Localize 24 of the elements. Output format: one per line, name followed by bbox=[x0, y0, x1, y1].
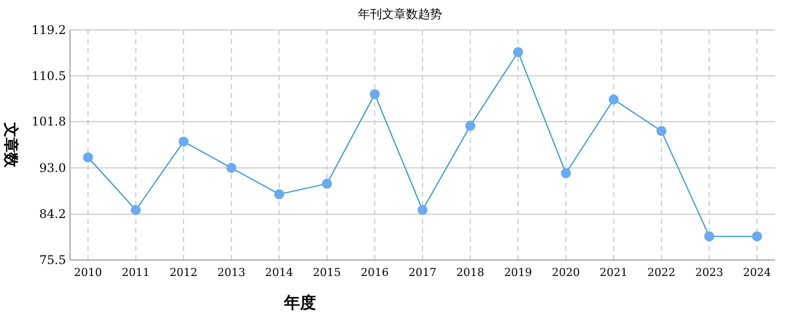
y-tick-label: 93.0 bbox=[39, 160, 66, 175]
x-tick-label: 2017 bbox=[408, 266, 436, 279]
x-tick-label: 2012 bbox=[170, 266, 198, 279]
x-tick-label: 2020 bbox=[552, 266, 580, 279]
y-tick-label: 110.5 bbox=[32, 68, 66, 83]
x-tick-label: 2023 bbox=[695, 266, 724, 279]
x-tick-label: 2021 bbox=[600, 266, 628, 279]
x-tick-label: 2019 bbox=[504, 266, 532, 279]
x-tick-label: 2018 bbox=[456, 266, 484, 279]
x-tick-label: 2015 bbox=[312, 266, 341, 279]
x-tick-label: 2011 bbox=[122, 266, 150, 279]
y-tick-label: 84.2 bbox=[39, 207, 66, 222]
x-tick-label: 2016 bbox=[360, 266, 389, 279]
chart-title: 年刊文章数趋势 bbox=[358, 7, 442, 21]
y-tick-label: 75.5 bbox=[39, 253, 66, 267]
y-axis-title: 文章数 bbox=[2, 122, 20, 168]
x-tick-label: 2024 bbox=[743, 266, 771, 279]
x-tick-label: 2022 bbox=[647, 266, 676, 279]
x-tick-label: 2014 bbox=[265, 266, 294, 279]
y-tick-label: 101.8 bbox=[32, 114, 66, 129]
x-axis-title: 年度 bbox=[283, 293, 316, 312]
y-tick-label: 119.2 bbox=[32, 23, 66, 37]
x-tick-label: 2010 bbox=[74, 266, 102, 279]
x-tick-label: 2013 bbox=[217, 266, 246, 279]
